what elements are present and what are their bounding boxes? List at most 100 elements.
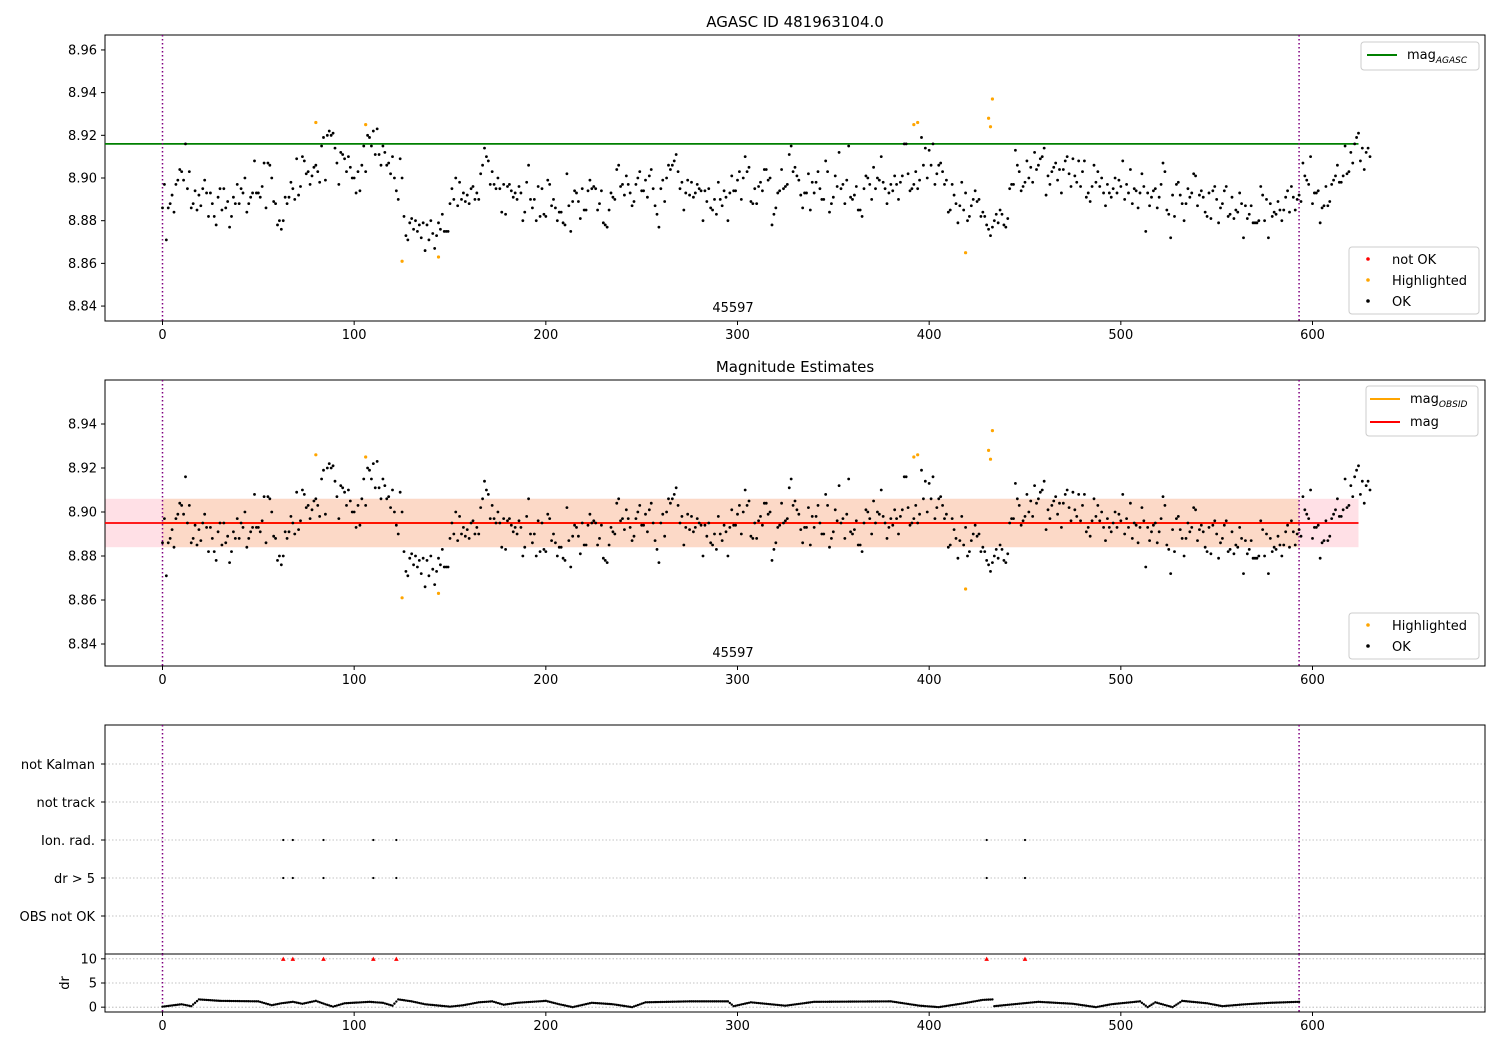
panel1-ok-point-36 — [230, 215, 233, 218]
panel1-ok-point-588 — [1288, 210, 1291, 214]
panel2-ok-point-409 — [945, 512, 948, 516]
panel1-ok-point-501 — [1121, 159, 1125, 163]
legend-not-ok-label: not OK — [1392, 253, 1437, 268]
panel4-dr-point-100 — [352, 1001, 356, 1004]
panel2-ok-point-52 — [260, 519, 264, 523]
panel1-ytick-label-8.92: 8.92 — [68, 129, 97, 144]
panel1-ok-point-82 — [318, 180, 322, 184]
panel2-ok-point-163 — [473, 532, 477, 536]
panel2-ok-point-295 — [726, 554, 730, 558]
panel2-ok-point-49 — [255, 526, 258, 529]
panel3-flag-2-point-2 — [322, 838, 325, 842]
panel1-ok-point-371 — [872, 165, 875, 169]
panel1-ok-point-264 — [667, 163, 670, 167]
panel1-ok-point-208 — [559, 210, 563, 214]
panel1-ok-point-295 — [726, 219, 730, 223]
panel2-ok-point-588 — [1288, 545, 1291, 549]
panel1-xtick-label-400: 400 — [917, 328, 942, 343]
panel2-ok-point-584 — [1280, 554, 1284, 558]
panel1-ok-point-434 — [992, 219, 996, 223]
panel2-ok-point-199 — [542, 548, 546, 551]
panel1-ok-point-20 — [199, 204, 203, 208]
panel1-ok-point-487 — [1094, 180, 1098, 184]
panel1-ok-point-568 — [1249, 204, 1253, 208]
panel1-ok-point-505 — [1129, 168, 1132, 171]
panel1-ytick-label-8.9: 8.90 — [68, 172, 97, 187]
panel4-dr-point-223 — [588, 1002, 592, 1005]
panel1-ok-point-574 — [1261, 193, 1265, 197]
panel1-ok-point-415 — [956, 221, 960, 225]
panel1-ok-point-56 — [268, 163, 272, 167]
panel2-ok-point-440 — [1004, 561, 1008, 564]
panel2-ok-point-528 — [1173, 550, 1176, 553]
panel1-ok-point-297 — [730, 174, 734, 178]
panel1-ok-point-165 — [477, 197, 481, 201]
panel4-dr-point-170 — [487, 1000, 490, 1003]
panel1-ok-point-210 — [563, 223, 567, 227]
panel2-ok-point-266 — [670, 497, 674, 501]
panel2-ok-point-37 — [232, 530, 235, 534]
panel2-ok-point-253 — [646, 530, 649, 534]
panel4-dr-point-450 — [1023, 1001, 1027, 1005]
panel1-ok-point-509 — [1136, 206, 1140, 210]
panel2-ok-point-187 — [519, 526, 523, 529]
panel2-ok-point-379 — [887, 526, 891, 529]
panel4-dr-point-519 — [1156, 1001, 1159, 1005]
panel1-ok-point-12 — [184, 142, 187, 146]
panel1-ok-point-272 — [682, 208, 686, 212]
panel2-ok-point-278 — [693, 526, 697, 529]
panel2-ok-point-324 — [782, 521, 785, 525]
panel2-ok-point-363 — [856, 543, 860, 547]
panel4-dr-point-105 — [362, 1000, 365, 1004]
panel4-dr-point-203 — [550, 1001, 553, 1004]
panel2-ok-point-226 — [594, 521, 598, 525]
panel4-dr-point-79 — [312, 1000, 316, 1003]
panel1-ok-point-601 — [1313, 191, 1316, 195]
panel1-ok-point-101 — [354, 191, 358, 195]
panel4-dr-point-364 — [858, 1000, 862, 1003]
panel4-dr-point-109 — [370, 1000, 373, 1004]
panel1-ok-point-600 — [1311, 202, 1314, 206]
panel2-ok-point-521 — [1159, 517, 1163, 520]
panel2-ok-point-170 — [486, 493, 490, 496]
panel1-ok-point-582 — [1276, 200, 1280, 203]
panel4-dr-point-259 — [657, 1000, 661, 1004]
panel4-dr-point-416 — [958, 1002, 962, 1006]
panel1-ok-point-1 — [163, 183, 166, 186]
panel2-ok-point-86 — [325, 466, 329, 470]
panel2-ok-point-195 — [534, 554, 538, 558]
panel2-ok-point-412 — [950, 517, 954, 520]
panel4-dr-point-66 — [287, 1001, 291, 1004]
panel1-ok-point-617 — [1343, 144, 1347, 148]
panel1-ok-point-69 — [293, 197, 297, 201]
panel1-ok-point-363 — [856, 208, 860, 212]
panel2-ok-point-104 — [360, 497, 364, 501]
panel2-ok-point-388 — [904, 475, 908, 479]
panel2-ok-point-118 — [387, 495, 391, 498]
panel1-ok-point-207 — [557, 210, 561, 214]
panel2-xtick-label-0: 0 — [158, 673, 166, 688]
panel1-ok-point-280 — [697, 187, 701, 191]
panel1-ok-point-460 — [1042, 146, 1046, 150]
panel2-ok-point-349 — [830, 537, 833, 540]
panel2-ok-point-391 — [910, 521, 914, 525]
panel4-dr-point-391 — [910, 1003, 914, 1006]
panel1-ok-point-122 — [394, 189, 398, 193]
panel1-ok-point-301 — [738, 170, 741, 173]
panel4-dr-point-291 — [719, 1000, 722, 1003]
panel4-dr-point-9 — [178, 1003, 181, 1006]
panel2-ok-point-541 — [1198, 528, 1201, 531]
panel4-dr-point-72 — [299, 1002, 302, 1005]
panel1-ok-point-87 — [327, 129, 331, 133]
panel4-dr-point-11 — [182, 1003, 185, 1006]
panel4-dr-point-590 — [1292, 1000, 1295, 1004]
panel2-ok-point-518 — [1153, 521, 1157, 525]
panel2-xtick-label-500: 500 — [1108, 673, 1133, 688]
panel1-ok-point-541 — [1198, 193, 1201, 197]
panel2-ok-point-263 — [665, 510, 668, 514]
panel2-ok-point-261 — [661, 512, 665, 516]
panel1-ok-point-587 — [1286, 189, 1289, 193]
panel2-ok-point-329 — [791, 504, 795, 507]
panel4-dr-point-501 — [1121, 1001, 1124, 1005]
panel4-dr-point-241 — [623, 1004, 626, 1008]
